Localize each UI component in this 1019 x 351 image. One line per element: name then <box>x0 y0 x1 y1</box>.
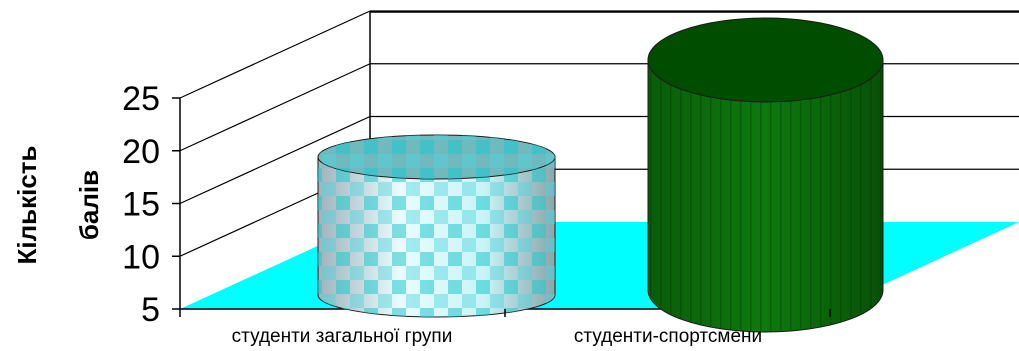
gridlines <box>179 10 1019 257</box>
y-tick-label: 25 <box>122 80 160 118</box>
bars <box>317 17 884 333</box>
gridline-side <box>179 63 371 152</box>
x-category-label: студенти загальної групи <box>232 326 453 347</box>
gridline-side <box>179 115 371 205</box>
chart-floor <box>180 222 1019 309</box>
y-tick-label: 10 <box>122 238 160 276</box>
x-category-label: студенти-спортсмени <box>574 326 762 347</box>
bar-2 <box>647 17 884 333</box>
y-tick-label: 5 <box>141 291 160 329</box>
gridline-side <box>179 10 371 99</box>
y-tick-label: 15 <box>122 186 160 224</box>
y-axis-title: Кількість <box>12 145 42 264</box>
y-axis-title-line2: балів <box>74 170 104 240</box>
x-axis-labels: студенти загальної групи студенти-спортсм… <box>179 309 831 347</box>
bar-1 <box>317 134 556 318</box>
y-axis-ticks: 5 10 15 20 25 <box>122 80 180 329</box>
y-tick-label: 20 <box>122 133 160 171</box>
